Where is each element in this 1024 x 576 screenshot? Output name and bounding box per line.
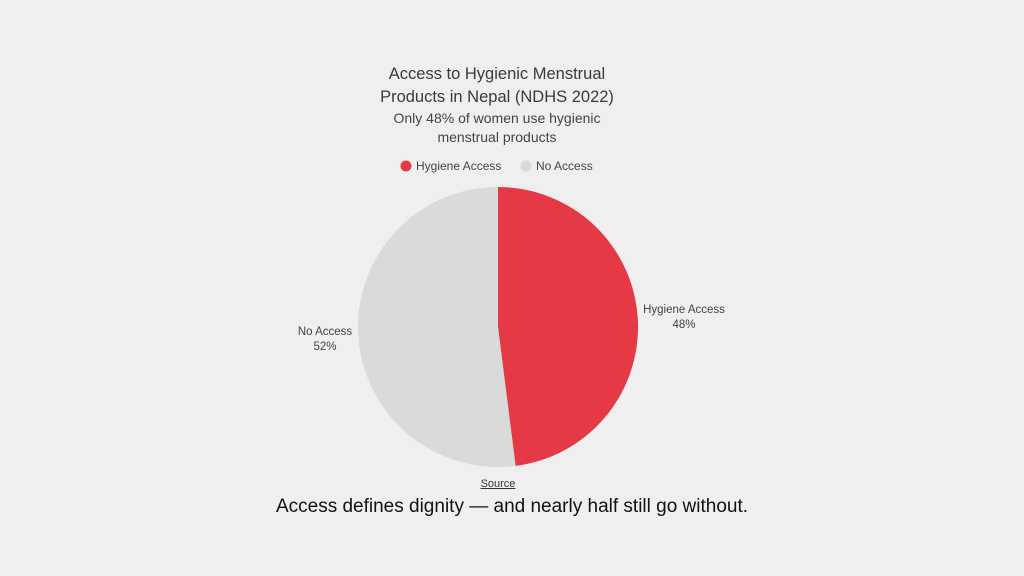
pie-slice-hygiene-access[interactable] bbox=[498, 186, 639, 466]
legend-swatch-no-access bbox=[520, 160, 532, 172]
chart-title-line-2: Products in Nepal (NDHS 2022) bbox=[380, 88, 614, 106]
chart-subtitle-line-2: menstrual products bbox=[437, 129, 556, 145]
legend-label-hygiene-access[interactable]: Hygiene Access bbox=[416, 159, 501, 173]
source-link[interactable]: Source bbox=[480, 478, 516, 490]
legend-label-no-access[interactable]: No Access bbox=[536, 159, 593, 173]
chart-subtitle-line-1: Only 48% of women use hygienic bbox=[394, 110, 601, 126]
slice-label-hygiene-access-value: 48% bbox=[672, 319, 695, 331]
slice-label-no-access-value: 52% bbox=[313, 341, 336, 353]
chart-title-line-1: Access to Hygienic Menstrual bbox=[389, 65, 605, 83]
pie-slices bbox=[358, 186, 639, 467]
caption: Access defines dignity — and nearly half… bbox=[275, 496, 749, 517]
legend-swatch-hygiene-access bbox=[400, 160, 412, 172]
slice-label-hygiene-access: Hygiene Access 48% bbox=[643, 304, 725, 331]
legend[interactable]: Hygiene Access No Access bbox=[400, 159, 593, 173]
pie-slice-no-access[interactable] bbox=[358, 187, 516, 467]
slice-label-hygiene-access-name: Hygiene Access bbox=[643, 304, 725, 316]
slice-label-no-access: No Access 52% bbox=[298, 326, 353, 353]
slice-label-no-access-name: No Access bbox=[298, 326, 353, 338]
